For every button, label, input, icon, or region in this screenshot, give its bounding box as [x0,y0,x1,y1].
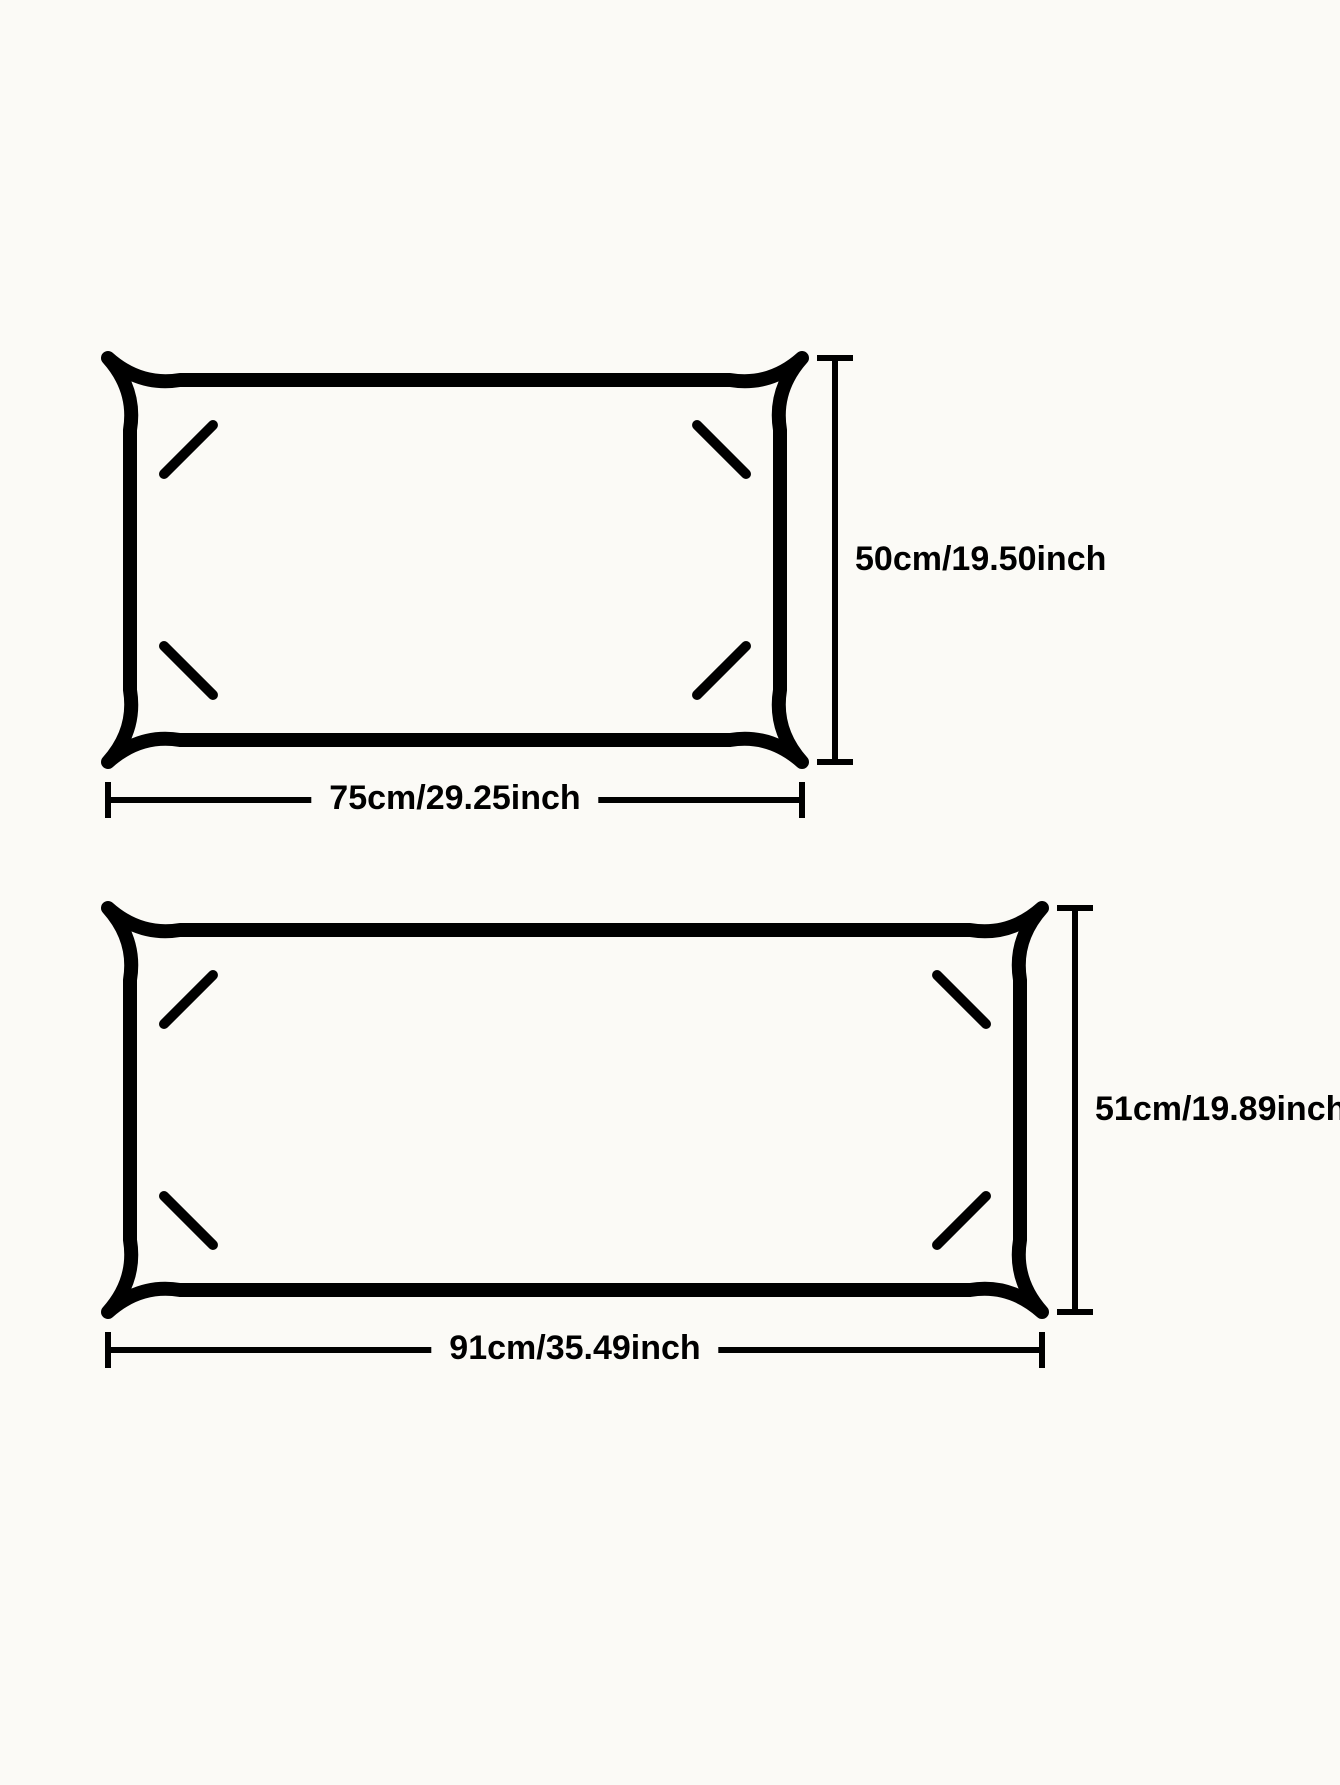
width-label-0: 75cm/29.25inch [311,779,598,818]
width-label-1: 91cm/35.49inch [431,1329,718,1368]
height-label-0: 50cm/19.50inch [855,540,1106,579]
height-label-1: 51cm/19.89inch [1095,1090,1340,1129]
diagram-container: 50cm/19.50inch 75cm/29.25inch 51cm/19.89in… [0,0,1340,1785]
pillow-outline-1 [108,908,1042,1312]
pillow-outline-0 [108,358,802,762]
diagram-svg [0,0,1340,1785]
